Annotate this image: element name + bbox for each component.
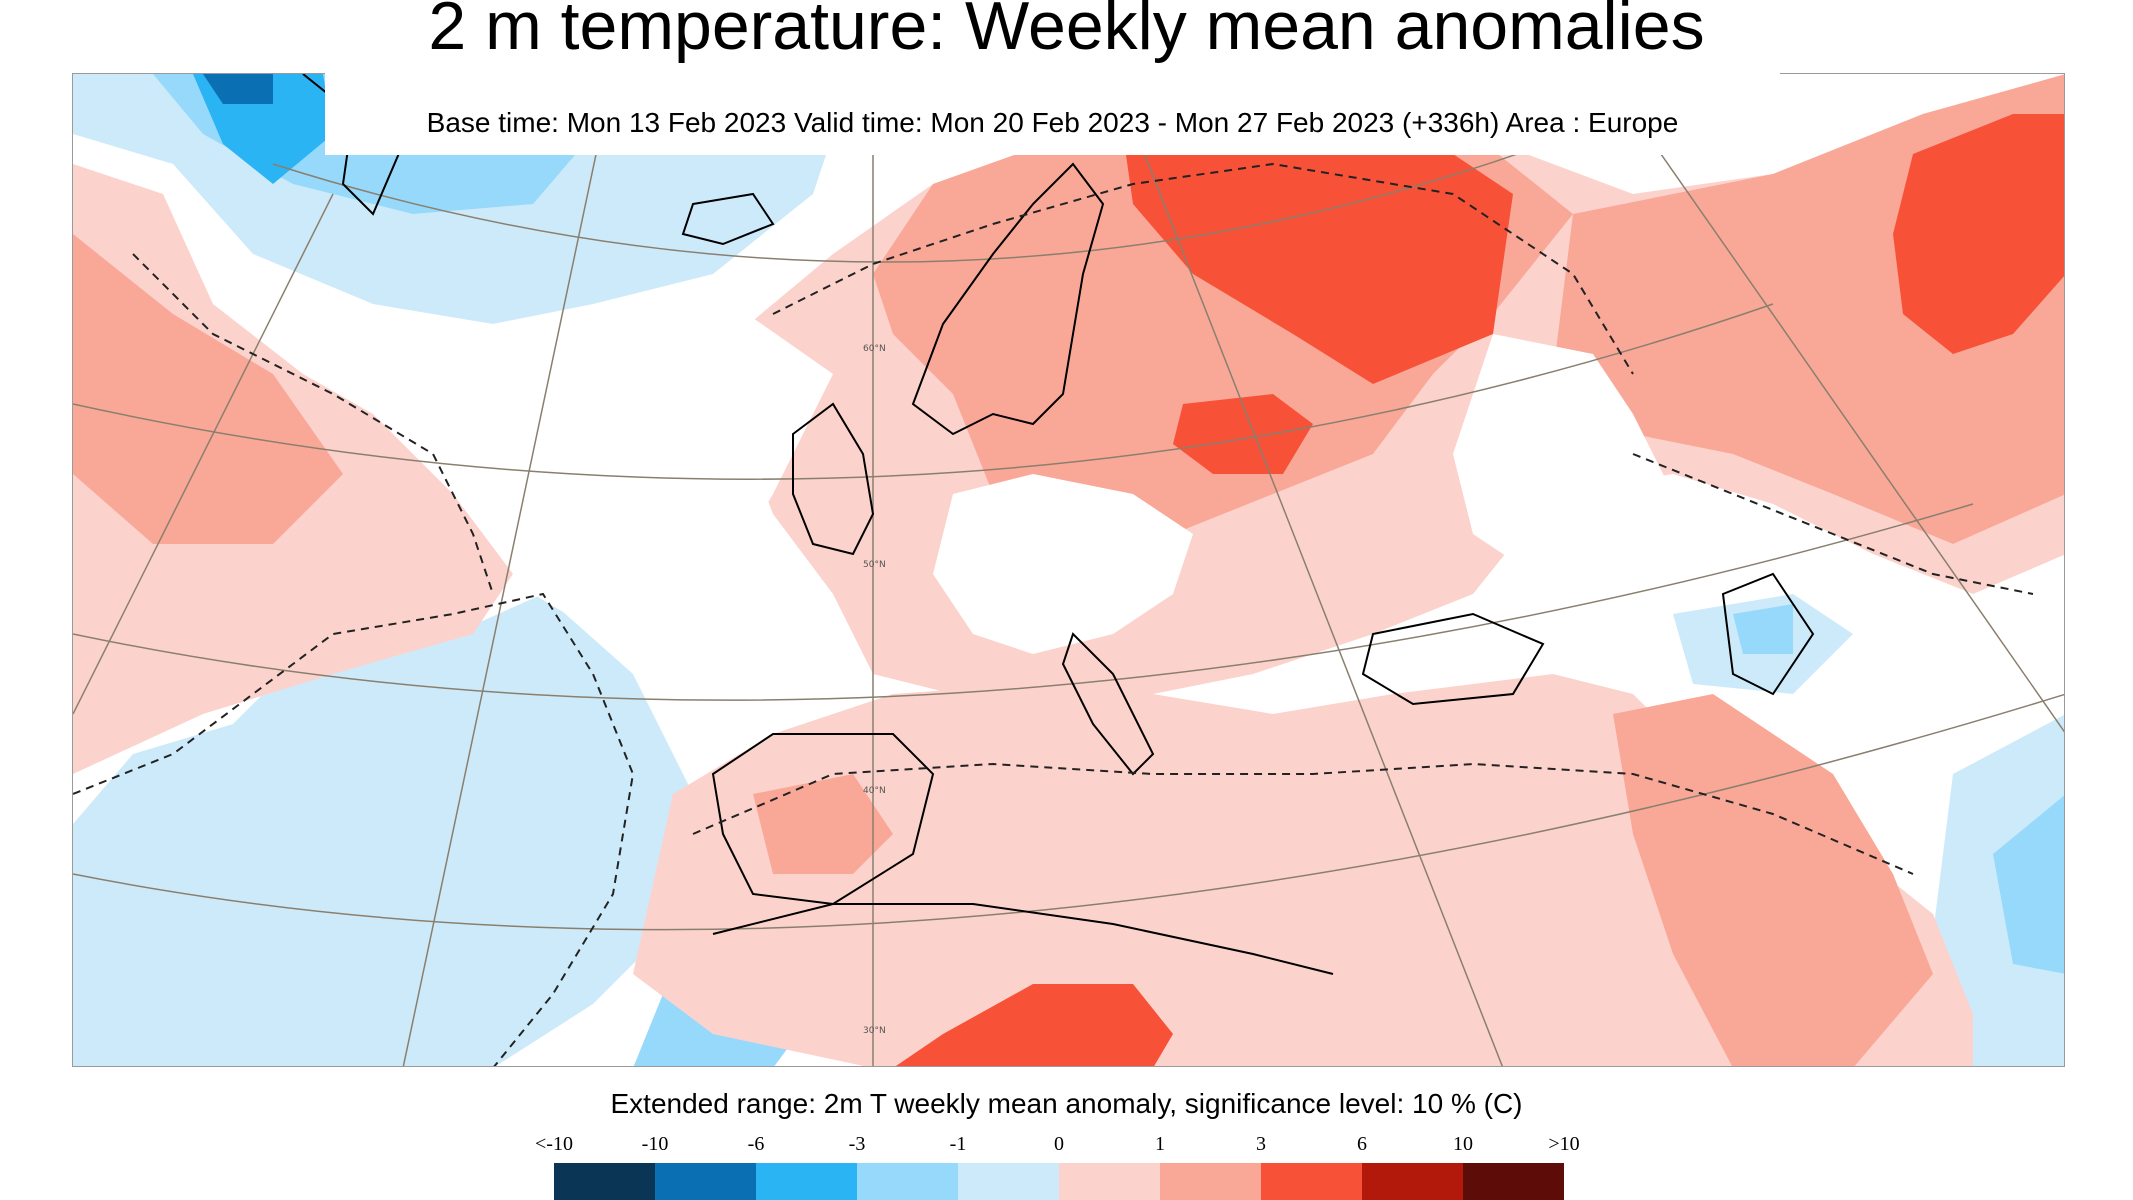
legend-swatch [756,1163,857,1200]
contour-east [1632,453,2034,595]
legend-label: 6 [1357,1133,1367,1155]
legend-title: Extended range: 2m T weekly mean anomaly… [610,1088,1523,1119]
warm-anomaly-ural-core [1893,114,2064,354]
cold-anomaly-atlantic [73,594,693,1066]
lon-line-w20 [402,74,614,1066]
legend-label: -1 [949,1133,967,1155]
cold-anomaly-east-asia [1933,715,2064,1066]
legend-label: 0 [1054,1133,1064,1155]
coast-britain [792,402,875,556]
warm-anomaly-poland-core [1173,394,1313,474]
coast-iceland [681,192,775,246]
significance-contours [73,162,2034,1066]
chart-title: 2 m temperature: Weekly mean anomalies [428,0,1705,64]
coast-north-africa [712,903,1334,975]
lon-line-w40 [73,193,334,715]
legend-labels: <-10 -10 -6 -3 -1 0 1 3 6 10 >10 [535,1133,1580,1157]
lat-label-40: 40°N [863,786,886,796]
neutral-atlantic-band [373,304,833,654]
warm-anomaly-west-atlantic-core [73,234,343,544]
legend-swatch [655,1163,756,1200]
graticule [73,74,2064,1066]
legend-swatch [554,1163,655,1200]
legend-label: -10 [641,1133,669,1155]
legend-swatch [958,1163,1059,1200]
coast-black-sea [1361,612,1545,706]
legend-swatch [1362,1163,1463,1200]
contour-atlantic [73,592,635,1066]
warm-anomaly-russia-core [1123,134,1513,384]
legend-label: 10 [1453,1133,1473,1155]
contour-west [132,253,494,595]
cold-anomaly-east-asia-core [1993,795,2064,974]
lat-line-60 [272,133,1574,263]
warm-anomaly-sahara-core [895,984,1173,1066]
coast-scandinavia [911,162,1105,436]
lat-label-60: 60°N [863,344,886,354]
lat-line-30 [73,693,2064,931]
cold-anomaly-caspian-core [1733,604,1793,654]
contour-med [692,762,1914,875]
lon-line-e20 [1112,74,1504,1066]
subtitle: Base time: Mon 13 Feb 2023 Valid time: M… [325,73,1780,155]
cold-anomaly-far-north [203,74,273,104]
lat-label-50: 50°N [863,560,886,570]
legend-label: 3 [1256,1133,1266,1155]
warm-anomaly-middle-east [1613,694,1933,1066]
legend-label: >10 [1548,1133,1580,1155]
lat-line-40 [73,503,1974,701]
legend-label: <-10 [535,1133,573,1155]
anomaly-map [73,74,2064,1066]
coast-caspian [1721,572,1815,696]
legend-label: -6 [747,1133,765,1155]
legend-swatch [857,1163,958,1200]
legend-label: 1 [1155,1133,1165,1155]
neutral-black-sea-east [1453,334,1673,574]
contour-europe [772,162,1634,375]
map-panel: 60°N 50°N 40°N 30°N [72,73,2065,1067]
lon-line-e40 [1632,113,2064,733]
legend-swatch [1059,1163,1160,1200]
legend-swatch [1160,1163,1261,1200]
legend-swatch [1261,1163,1362,1200]
coast-iberia [711,733,935,906]
lat-label-30: 30°N [863,1026,886,1036]
lat-line-50 [73,303,1774,480]
warm-anomaly-iberia [753,774,893,874]
legend-label: -3 [848,1133,866,1155]
neutral-central-europe [933,474,1193,654]
legend-color-bar [554,1163,1564,1200]
coast-italy [1061,632,1155,776]
legend-swatch [1463,1163,1564,1200]
